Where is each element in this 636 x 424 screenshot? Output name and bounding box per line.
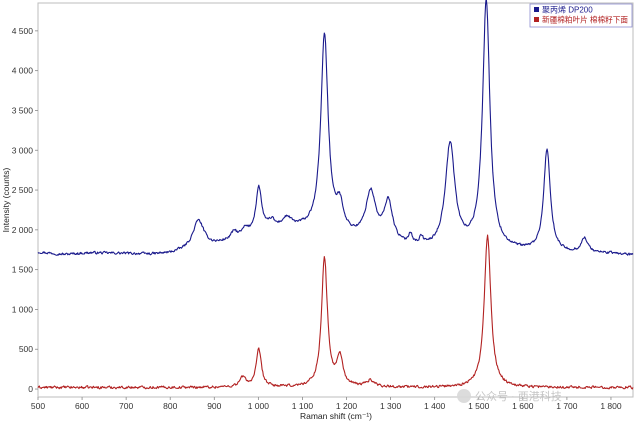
x-tick-label: 1 600: [512, 401, 534, 411]
series-line-2: [37, 234, 634, 390]
x-tick-label: 1 800: [600, 401, 622, 411]
x-tick-label: 900: [207, 401, 221, 411]
wechat-icon: [457, 389, 471, 403]
y-tick-label: 3 500: [12, 105, 34, 115]
y-tick-label: 2 000: [12, 225, 34, 235]
y-tick-label: 4 500: [12, 26, 34, 36]
x-tick-label: 700: [119, 401, 133, 411]
watermark-text: 公众号 · 酉港科技: [475, 389, 562, 403]
plot-area: [37, 2, 634, 398]
y-tick-label: 3 000: [12, 145, 34, 155]
x-tick-label: 800: [163, 401, 177, 411]
y-tick-label: 0: [28, 384, 33, 394]
x-tick-label: 1 200: [336, 401, 358, 411]
x-tick-label: 1 000: [248, 401, 270, 411]
x-tick-label: 500: [31, 401, 45, 411]
x-tick-label: 1 500: [468, 401, 490, 411]
y-tick-label: 2 500: [12, 185, 34, 195]
series-line-1: [37, 0, 634, 256]
legend-label-1: 聚丙烯 DP200: [542, 5, 593, 15]
x-tick-label: 1 300: [380, 401, 402, 411]
y-axis-title: Intensity (counts): [1, 167, 11, 232]
x-tick-label: 1 400: [424, 401, 446, 411]
y-tick-label: 500: [19, 344, 33, 354]
x-axis-title: Raman shift (cm⁻¹): [300, 411, 372, 421]
legend-swatch-2: [534, 17, 539, 22]
x-tick-label: 1 700: [556, 401, 578, 411]
x-tick-label: 600: [75, 401, 89, 411]
x-axis: 500 600 700 800 900 1 000 1 100 1 200 1 300 1 400…: [31, 397, 622, 411]
legend: 聚丙烯 DP200 新疆棉粕叶片 棉棉籽下面: [529, 3, 633, 28]
series-layer: [37, 0, 634, 390]
legend-box: [529, 3, 633, 28]
legend-swatch-1: [534, 7, 539, 12]
y-axis: 0 500 1 000 1 500 2 000 2 500 3 000 3 500 4 000 4…: [12, 26, 38, 394]
watermark: 公众号 · 酉港科技: [457, 389, 562, 403]
x-tick-label: 1 100: [292, 401, 314, 411]
legend-label-2: 新疆棉粕叶片 棉棉籽下面: [542, 15, 628, 25]
y-tick-label: 1 000: [12, 304, 34, 314]
y-tick-label: 4 000: [12, 66, 34, 76]
y-tick-label: 1 500: [12, 265, 34, 275]
